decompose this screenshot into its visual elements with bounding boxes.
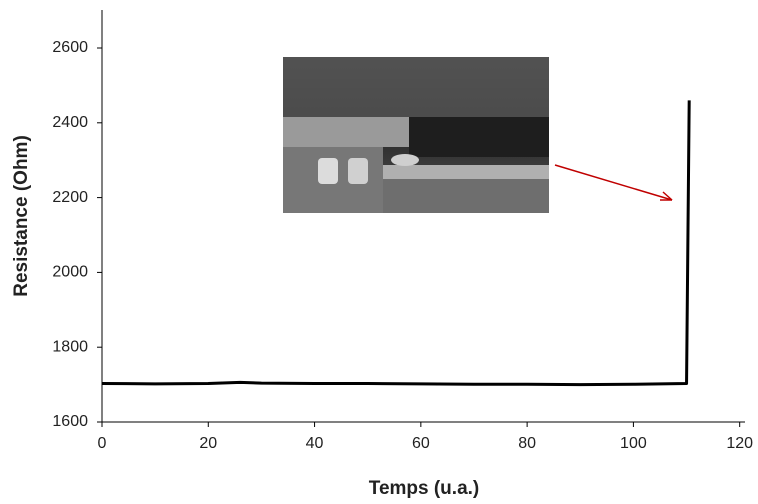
data-line bbox=[101, 100, 691, 387]
x-axis-title: Temps (u.a.) bbox=[369, 478, 480, 499]
x-tick-label: 100 bbox=[620, 435, 647, 452]
x-tick-label: 40 bbox=[306, 435, 324, 452]
y-tick-label: 1600 bbox=[52, 413, 88, 430]
y-tick-label: 2400 bbox=[52, 114, 88, 131]
y-tick-label: 2000 bbox=[52, 264, 88, 281]
x-tick-label: 60 bbox=[412, 435, 430, 452]
y-axis-title: Resistance (Ohm) bbox=[11, 135, 32, 297]
arrow bbox=[554, 164, 673, 201]
x-tick-label: 20 bbox=[199, 435, 217, 452]
inset-image bbox=[283, 57, 549, 213]
x-tick-label: 0 bbox=[98, 435, 107, 452]
y-tick-label: 2600 bbox=[52, 39, 88, 56]
x-tick-label: 120 bbox=[726, 435, 753, 452]
y-tick-label: 1800 bbox=[52, 338, 88, 355]
y-tick-label: 2200 bbox=[52, 189, 88, 206]
x-tick-label: 80 bbox=[518, 435, 536, 452]
